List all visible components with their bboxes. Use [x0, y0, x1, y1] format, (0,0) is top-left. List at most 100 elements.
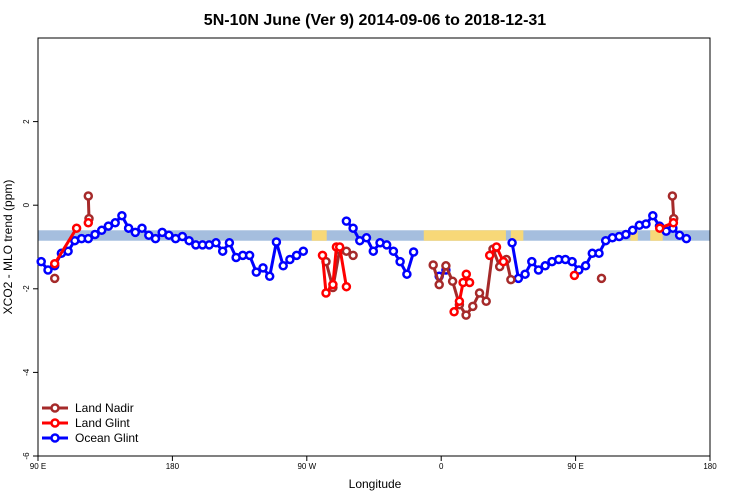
legend-label: Ocean Glint: [75, 431, 139, 445]
data-point: [484, 250, 495, 261]
data-point: [441, 261, 451, 271]
data-point: [177, 231, 188, 242]
data-point: [217, 246, 228, 256]
data-point: [150, 233, 161, 244]
data-point: [71, 223, 82, 233]
data-series: [36, 191, 692, 320]
y-tick-label: -4: [22, 368, 31, 376]
data-point: [594, 248, 604, 259]
data-point: [90, 229, 100, 240]
data-point: [43, 265, 53, 275]
data-point: [341, 281, 352, 292]
series-land-glint: [49, 218, 679, 317]
axis-ticks: 90 E 180 90 W 0 90 E 180 -6 -4 -2 0 2: [22, 119, 717, 471]
data-point: [321, 288, 331, 298]
data-point: [285, 254, 295, 265]
data-point: [627, 225, 638, 236]
data-point: [641, 219, 651, 229]
data-point: [461, 310, 471, 320]
data-point: [491, 242, 502, 252]
land-ocean-band: [38, 230, 710, 241]
data-point: [449, 307, 459, 317]
chart-title: 5N-10N June (Ver 9) 2014-09-06 to 2018-1…: [204, 12, 547, 29]
data-point: [408, 247, 419, 257]
data-point: [298, 246, 309, 256]
land-patch: [311, 230, 327, 241]
data-point: [341, 216, 352, 226]
data-point: [123, 223, 134, 233]
data-point: [271, 237, 282, 247]
x-tick-label: 90 W: [297, 462, 316, 471]
series-line: [321, 245, 348, 295]
data-point: [580, 261, 591, 271]
data-point: [668, 218, 679, 228]
data-point: [447, 276, 458, 287]
data-point: [244, 250, 255, 261]
legend-swatch-marker: [50, 403, 60, 413]
data-point: [621, 229, 631, 240]
data-point: [567, 256, 577, 267]
data-point: [264, 271, 275, 282]
data-point: [506, 274, 516, 285]
data-point: [211, 238, 221, 248]
data-point: [224, 238, 235, 248]
x-tick-label: 0: [439, 462, 444, 471]
data-point: [137, 223, 147, 233]
data-point: [454, 296, 465, 307]
data-point: [540, 261, 550, 271]
data-point: [328, 279, 338, 290]
y-tick-label: -6: [22, 452, 31, 460]
data-point: [317, 250, 328, 261]
y-tick-label: 2: [22, 119, 31, 124]
data-point: [468, 301, 478, 312]
data-point: [596, 273, 607, 284]
data-point: [291, 250, 302, 261]
land-patch: [510, 230, 524, 241]
data-point: [49, 258, 60, 269]
y-tick-label: -2: [22, 285, 31, 293]
data-point: [63, 246, 73, 256]
data-point: [474, 288, 485, 298]
data-point: [520, 269, 530, 279]
x-tick-label: 90 E: [30, 462, 46, 471]
data-point: [388, 246, 399, 256]
data-point: [49, 273, 60, 284]
legend-label: Land Glint: [75, 416, 130, 430]
data-point: [334, 242, 345, 252]
y-axis-label: XCO2 - MLO trend (ppm): [1, 180, 15, 315]
data-point: [654, 223, 665, 233]
data-point: [368, 246, 379, 256]
data-point: [348, 250, 358, 261]
data-point: [533, 265, 544, 275]
data-point: [251, 267, 262, 277]
data-point: [428, 260, 438, 270]
data-point: [96, 225, 107, 236]
data-point: [117, 210, 127, 221]
data-point: [402, 269, 412, 279]
y-tick-label: 0: [22, 202, 31, 207]
data-point: [498, 256, 509, 267]
data-point: [507, 238, 517, 248]
x-tick-label: 180: [166, 462, 180, 471]
plot-frame: [37, 37, 711, 457]
data-point: [527, 256, 537, 267]
data-point: [681, 233, 692, 244]
land-patch: [650, 230, 663, 241]
series-line: [53, 227, 78, 265]
data-point: [395, 256, 405, 267]
data-point: [434, 279, 444, 290]
data-point: [481, 296, 491, 307]
data-point: [648, 210, 658, 221]
legend-swatch-marker: [50, 418, 60, 428]
x-axis-label: Longitude: [349, 477, 402, 491]
data-point: [569, 270, 580, 281]
data-point: [341, 246, 352, 256]
series-land-nadir: [49, 191, 679, 320]
data-point: [278, 261, 288, 271]
data-point: [381, 240, 392, 250]
data-point: [361, 233, 372, 243]
data-point: [83, 233, 94, 244]
land-patch: [423, 230, 506, 241]
